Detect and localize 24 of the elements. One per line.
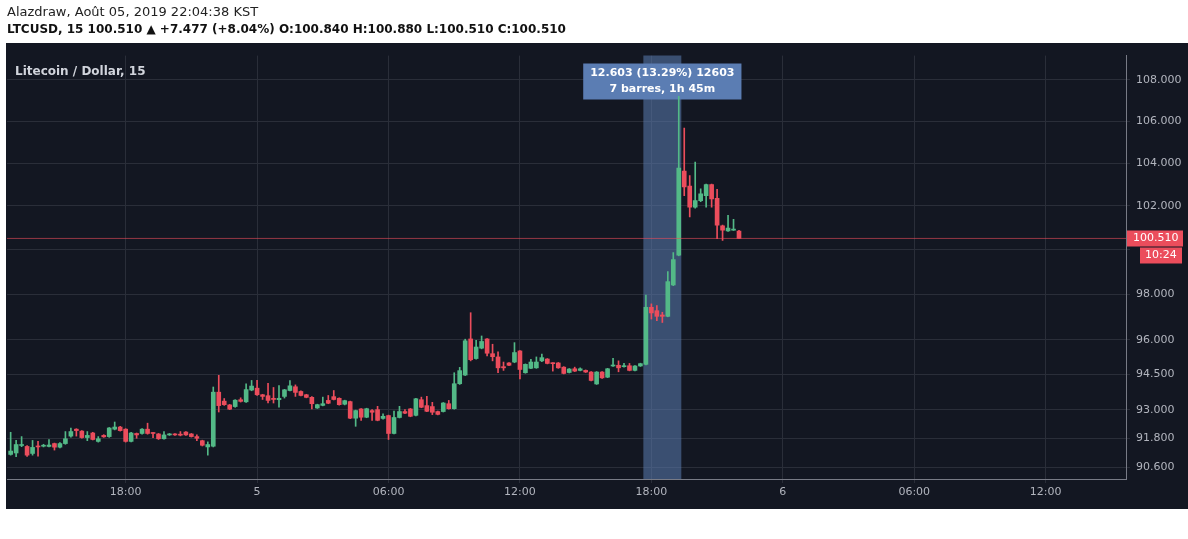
y-tick-label: 94.500 (1136, 367, 1175, 381)
x-tick-label: 12:00 (504, 485, 536, 499)
x-tick-label: 18:00 (109, 485, 142, 499)
y-tick-label: 108.000 (1136, 72, 1182, 86)
y-tick-label: 102.000 (1136, 198, 1182, 212)
x-tick-label: 12:00 (1029, 485, 1062, 499)
x-tick-label: 6 (779, 485, 787, 499)
text: 10:24 (1145, 248, 1177, 262)
band-label: 12.603 (13.29%) 12603 7 barres, 1h 45m (590, 66, 735, 96)
x-tick-label: 06:00 (372, 485, 405, 499)
annotation: Litecoin / Dollar, 15 (15, 63, 146, 78)
ref-line-label: 100.510 (1133, 231, 1179, 245)
y-tick-label: 96.000 (1136, 332, 1175, 346)
x-tick-label: 18:00 (635, 485, 668, 499)
chart-subtitle: LTCUSD, 15 100.510 ▲ +7.477 (+8.04%) O:100.840 H:100.880 L:100.510 C:100.510 (7, 22, 566, 36)
y-tick-label: 91.800 (1136, 431, 1175, 445)
y-tick-label: 106.000 (1136, 114, 1182, 128)
x-tick-label: 06:00 (898, 485, 931, 499)
y-tick-label: 93.000 (1136, 402, 1175, 416)
y-tick-label: 104.000 (1136, 156, 1182, 170)
chart-title: Alazdraw, Août 05, 2019 22:04:38 KST (7, 4, 259, 19)
y-tick-label: 98.000 (1136, 287, 1175, 301)
x-tick-label: 5 (253, 485, 261, 499)
y-tick-label: 90.600 (1136, 460, 1175, 474)
